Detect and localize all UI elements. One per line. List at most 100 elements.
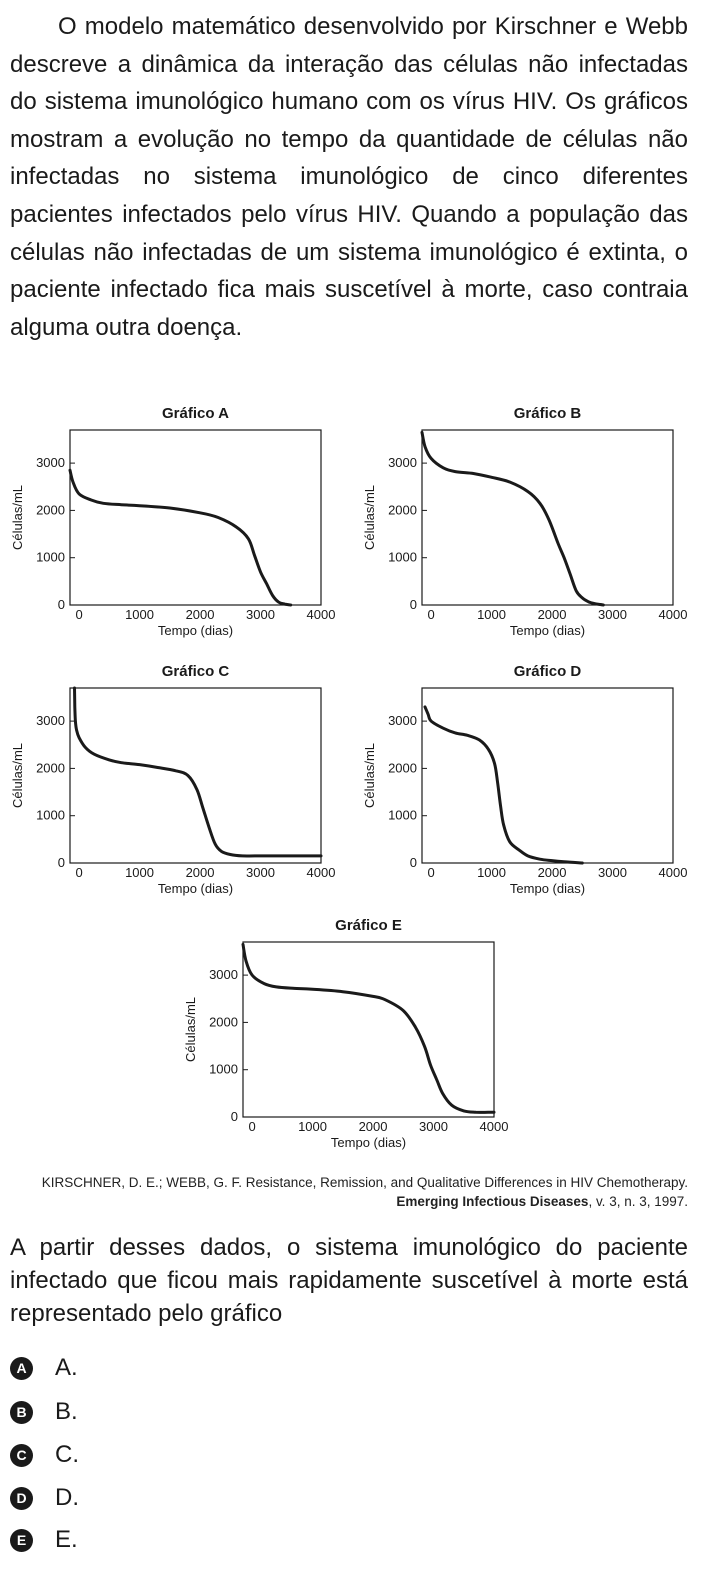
chart-0-x-tick-3000: 3000: [246, 607, 275, 622]
chart-1-plot-frame: [421, 429, 674, 606]
option-a[interactable]: A A.: [10, 1353, 78, 1383]
chart-3-plot-frame: [421, 687, 674, 864]
chart-3-y-label: Células/mL: [362, 743, 377, 808]
chart-4-x-tick-2000: 2000: [359, 1119, 388, 1134]
chart-3-y-tick-2000: 2000: [388, 760, 417, 775]
option-a-text: A.: [55, 1354, 78, 1381]
chart-0-y-tick-0: 0: [58, 597, 65, 612]
chart-svg: Gráfico C 0 1000 2000 3000 4000 0 1000 2000 3000 T…: [10, 663, 336, 896]
chart-4-title: Gráfico E: [335, 917, 402, 934]
chart-svg: Gráfico B 0 1000 2000 3000 4000 0 1000 2000 3000 T…: [362, 405, 688, 638]
question-text: A partir desses dados, o sistema imunoló…: [10, 1234, 688, 1327]
chart-2-series-line-0: [73, 686, 323, 858]
chart-1-series-line-0: [420, 430, 605, 607]
chart-2-x-tick-2000: 2000: [186, 865, 215, 880]
chart-1-x-tick-0: 0: [427, 607, 434, 622]
option-b-text: B.: [55, 1398, 78, 1425]
chart-1-title: Gráfico B: [514, 405, 582, 422]
chart-4-x-tick-1000: 1000: [298, 1119, 327, 1134]
chart-4-x-tick-0: 0: [248, 1119, 255, 1134]
chart-1-y-tick-0: 0: [410, 597, 417, 612]
chart-1-x-label: Tempo (dias): [510, 623, 585, 638]
chart-1-y-tick-3000: 3000: [388, 455, 417, 470]
chart-2-y-tick-0: 0: [58, 855, 65, 870]
option-c[interactable]: C C.: [10, 1440, 79, 1470]
option-e-badge: E: [10, 1528, 33, 1552]
option-d-text: D.: [55, 1484, 79, 1511]
chart-a: Gráfico A 0 1000 2000 3000 4000 0 1000 2000 3000 T…: [0, 400, 340, 650]
chart-4-x-tick-3000: 3000: [419, 1119, 448, 1134]
chart-e: Gráfico E 0 1000 2000 3000 4000 0 1000 2000 3000 T…: [173, 912, 513, 1162]
chart-b: Gráfico B 0 1000 2000 3000 4000 0 1000 2000 3000 T…: [352, 400, 692, 650]
chart-3-title: Gráfico D: [514, 663, 582, 680]
chart-c: Gráfico C 0 1000 2000 3000 4000 0 1000 2000 3000 T…: [0, 658, 340, 908]
chart-0-x-tick-1000: 1000: [125, 607, 154, 622]
chart-0-x-tick-0: 0: [75, 607, 82, 622]
option-b-badge: B: [10, 1400, 33, 1424]
chart-4-y-tick-1000: 1000: [209, 1062, 238, 1077]
option-d[interactable]: D D.: [10, 1483, 79, 1513]
chart-1-x-tick-4000: 4000: [659, 607, 688, 622]
chart-4-x-tick-4000: 4000: [480, 1119, 509, 1134]
chart-0-x-tick-4000: 4000: [307, 607, 336, 622]
chart-4-x-label: Tempo (dias): [331, 1135, 406, 1150]
citation-journal: Emerging Infectious Diseases: [396, 1194, 589, 1209]
chart-4-y-tick-2000: 2000: [209, 1014, 238, 1029]
chart-0-title: Gráfico A: [162, 405, 229, 422]
chart-2-x-tick-0: 0: [75, 865, 82, 880]
citation: KIRSCHNER, D. E.; WEBB, G. F. Resistance…: [10, 1173, 688, 1211]
chart-4-y-label: Células/mL: [183, 997, 198, 1062]
chart-1-x-tick-3000: 3000: [598, 607, 627, 622]
chart-3-x-tick-4000: 4000: [659, 865, 688, 880]
chart-4-series-line-0: [241, 942, 496, 1114]
chart-3-y-tick-1000: 1000: [388, 808, 417, 823]
intro-paragraph: O modelo matemático desenvolvido por Kir…: [10, 13, 688, 341]
chart-3-x-tick-2000: 2000: [538, 865, 567, 880]
option-c-text: C.: [55, 1441, 79, 1468]
chart-3-x-tick-1000: 1000: [477, 865, 506, 880]
chart-0-y-tick-1000: 1000: [36, 550, 65, 565]
chart-0-y-label: Células/mL: [10, 485, 25, 550]
chart-2-x-tick-3000: 3000: [246, 865, 275, 880]
option-e-text: E.: [55, 1526, 78, 1553]
chart-4-plot-frame: [242, 941, 495, 1118]
chart-d: Gráfico D 0 1000 2000 3000 4000 0 1000 2000 3000 T…: [352, 658, 692, 908]
option-a-badge: A: [10, 1356, 33, 1380]
chart-2-y-tick-3000: 3000: [36, 713, 65, 728]
chart-2-x-tick-1000: 1000: [125, 865, 154, 880]
citation-authors-title: KIRSCHNER, D. E.; WEBB, G. F. Resistance…: [41, 1175, 688, 1190]
chart-2-x-label: Tempo (dias): [158, 881, 233, 896]
chart-3-x-tick-0: 0: [427, 865, 434, 880]
chart-2-plot-frame: [69, 687, 322, 864]
chart-3-x-label: Tempo (dias): [510, 881, 585, 896]
chart-0-y-tick-3000: 3000: [36, 455, 65, 470]
chart-0-x-tick-2000: 2000: [186, 607, 215, 622]
option-d-badge: D: [10, 1486, 33, 1510]
chart-1-x-tick-2000: 2000: [538, 607, 567, 622]
chart-3-y-tick-3000: 3000: [388, 713, 417, 728]
option-e[interactable]: E E.: [10, 1525, 78, 1555]
chart-1-y-label: Células/mL: [362, 485, 377, 550]
chart-svg: Gráfico A 0 1000 2000 3000 4000 0 1000 2000 3000 T…: [10, 405, 336, 638]
chart-4-y-tick-3000: 3000: [209, 967, 238, 982]
citation-details: , v. 3, n. 3, 1997.: [588, 1194, 688, 1209]
chart-2-title: Gráfico C: [162, 663, 230, 680]
chart-3-series-line-0: [423, 705, 584, 865]
chart-2-y-label: Células/mL: [10, 743, 25, 808]
chart-0-series-line-0: [68, 468, 293, 607]
chart-3-x-tick-3000: 3000: [598, 865, 627, 880]
chart-0-y-tick-2000: 2000: [36, 502, 65, 517]
chart-0-plot-frame: [69, 429, 322, 606]
option-b[interactable]: B B.: [10, 1397, 78, 1427]
chart-1-x-tick-1000: 1000: [477, 607, 506, 622]
chart-0-x-label: Tempo (dias): [158, 623, 233, 638]
chart-4-y-tick-0: 0: [231, 1109, 238, 1124]
chart-svg: Gráfico E 0 1000 2000 3000 4000 0 1000 2000 3000 T…: [183, 917, 509, 1150]
chart-2-x-tick-4000: 4000: [307, 865, 336, 880]
chart-1-y-tick-2000: 2000: [388, 502, 417, 517]
chart-2-y-tick-2000: 2000: [36, 760, 65, 775]
chart-svg: Gráfico D 0 1000 2000 3000 4000 0 1000 2000 3000 T…: [362, 663, 688, 896]
chart-3-y-tick-0: 0: [410, 855, 417, 870]
chart-1-y-tick-1000: 1000: [388, 550, 417, 565]
chart-2-y-tick-1000: 1000: [36, 808, 65, 823]
